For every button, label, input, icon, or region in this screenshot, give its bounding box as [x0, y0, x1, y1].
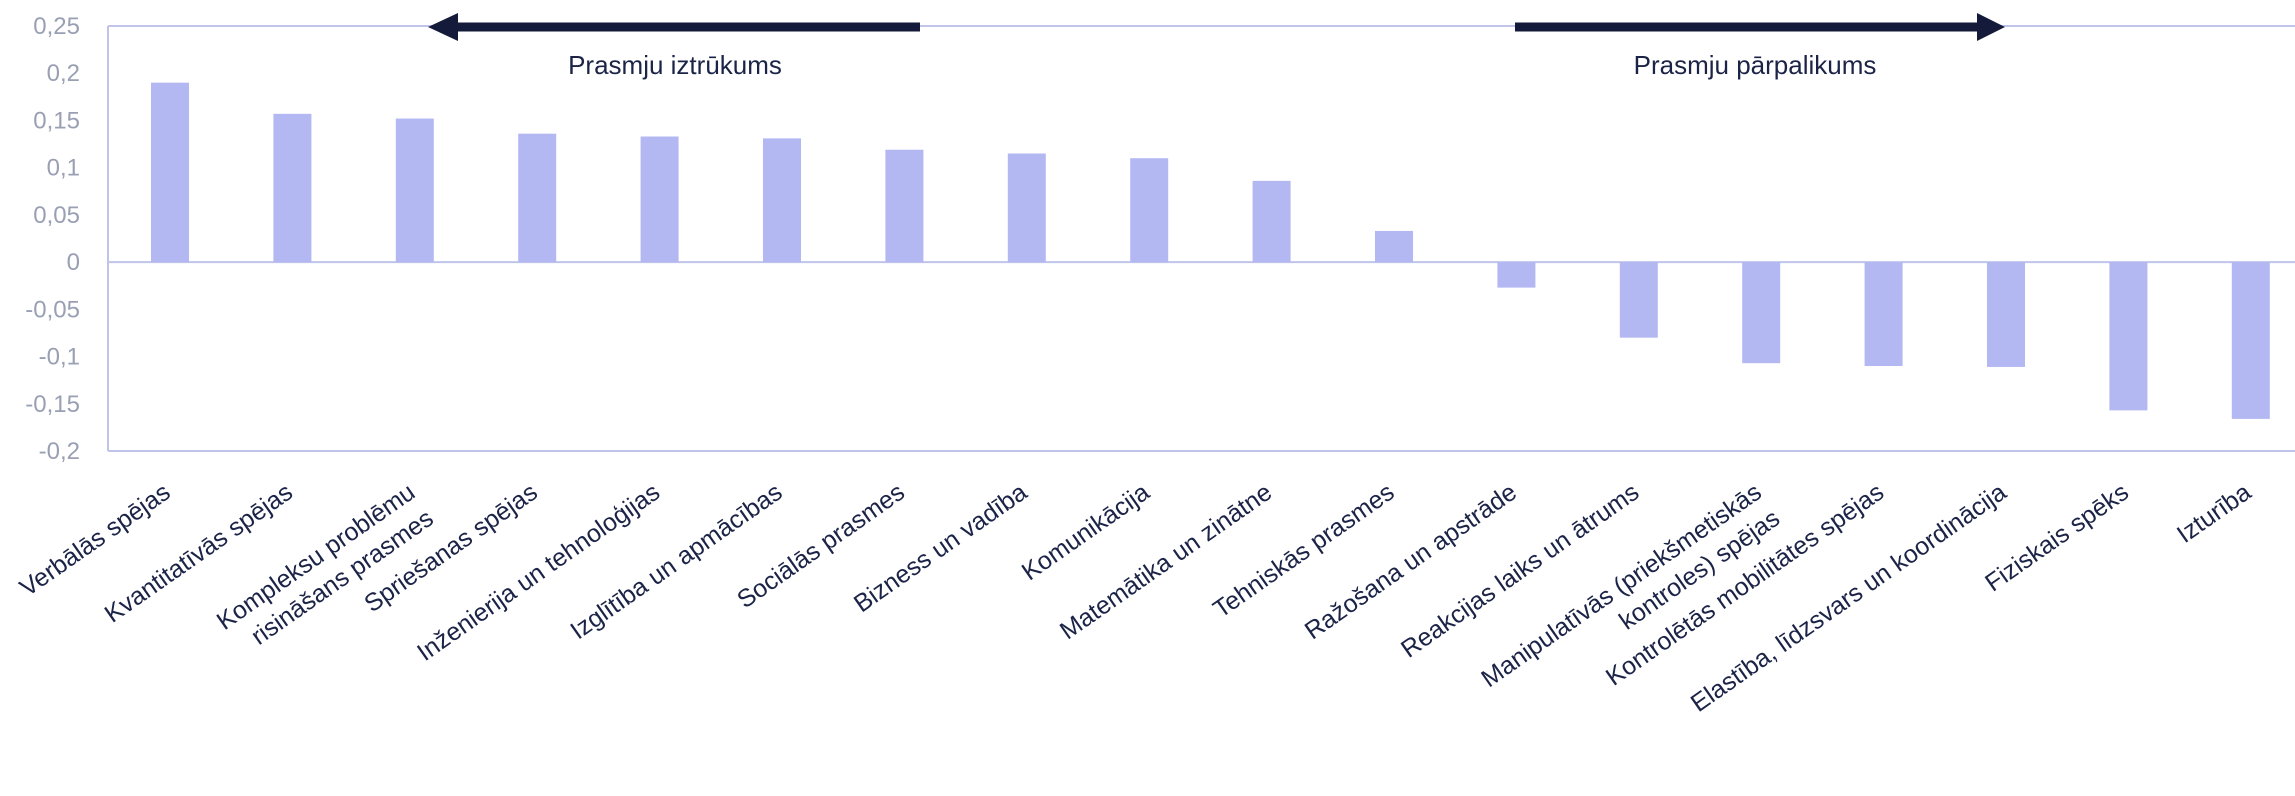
category-label-line: Inženierija un tehnoloģijas: [412, 478, 665, 667]
category-label-line: Izturība: [2172, 478, 2256, 549]
bar: [395, 118, 434, 263]
bar: [151, 82, 189, 263]
y-tick-label: 0,05: [33, 202, 80, 229]
y-tick-label: -0,2: [39, 438, 80, 465]
bar: [640, 136, 679, 263]
bar: [1007, 153, 1046, 263]
bar: [1130, 158, 1169, 263]
bar: [1375, 230, 1413, 263]
bar: [1742, 262, 1781, 364]
y-tick-label: -0,1: [39, 344, 80, 371]
category-label: Matemātika un zinātne: [1055, 478, 1277, 645]
category-label-line: Ražošana un apstrāde: [1300, 478, 1522, 645]
y-tick-label: 0,25: [33, 13, 80, 40]
category-label: Izturība: [2172, 478, 2256, 549]
y-tick-label: -0,05: [25, 296, 80, 323]
bar: [763, 138, 801, 263]
bar: [1864, 262, 1903, 366]
y-tick-label: 0,2: [47, 60, 80, 87]
bar: [2109, 262, 2148, 411]
y-tick-label: 0: [67, 249, 80, 276]
bar: [1497, 262, 1536, 288]
bar: [518, 133, 557, 263]
category-label: Izglītība un apmācības: [565, 478, 787, 645]
category-label-line: Izglītība un apmācības: [565, 478, 787, 645]
arrow-left-head: [428, 13, 458, 41]
annotations: Prasmju iztrūkums Prasmju pārpalikums: [428, 13, 2005, 80]
y-tick-label: -0,15: [25, 391, 80, 418]
arrow-right-head: [1977, 13, 2005, 41]
bar: [1619, 262, 1658, 338]
y-axis-ticks: 0,25 0,2 0,15 0,1 0,05 0 -0,05 -0,1 -0,15 -0,2: [25, 13, 80, 465]
bar: [1252, 180, 1291, 263]
bar: [1987, 262, 2025, 367]
category-label: Reakcijas laiks un ātrums: [1396, 478, 1644, 664]
y-tick-label: 0,1: [47, 155, 80, 182]
annotation-label: Prasmju iztrūkums: [568, 50, 782, 80]
annotation-label: Prasmju pārpalikums: [1634, 50, 1877, 80]
bar: [273, 113, 312, 263]
bar: [885, 149, 924, 263]
category-label: Inženierija un tehnoloģijas: [412, 478, 665, 667]
bars: [151, 82, 2270, 419]
bar: [2231, 262, 2270, 419]
category-label-line: Matemātika un zinātne: [1055, 478, 1277, 645]
y-tick-label: 0,15: [33, 107, 80, 134]
category-label-line: Reakcijas laiks un ātrums: [1396, 478, 1644, 664]
category-label: Ražošana un apstrāde: [1300, 478, 1522, 645]
axes: [107, 25, 2295, 452]
